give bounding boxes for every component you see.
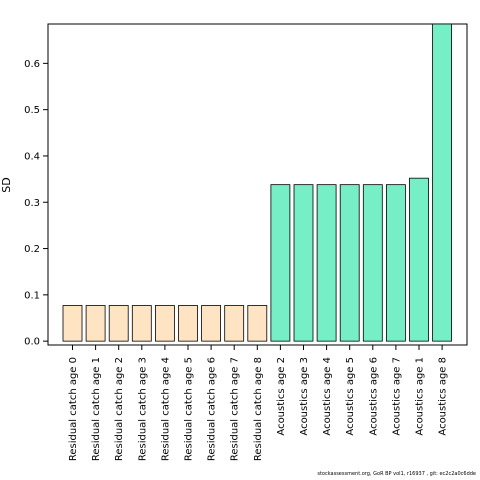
x-tick-label: Residual catch age 2: [114, 357, 125, 461]
y-tick-label: 0.1: [24, 290, 40, 301]
y-tick-label: 0.6: [24, 59, 40, 70]
x-tick-label: Acoustics age 5: [345, 357, 356, 436]
bar-1: [62, 305, 83, 342]
bar-12: [316, 184, 337, 342]
bar-16: [409, 177, 429, 342]
bar-9: [247, 305, 268, 342]
x-tick-label: Residual catch age 0: [68, 357, 79, 461]
bar-7: [201, 305, 222, 342]
y-axis-title: SD: [0, 177, 13, 192]
y-tick-label: 0.2: [24, 244, 40, 255]
bar-4: [131, 305, 152, 342]
x-tick-label: Residual catch age 7: [230, 357, 241, 461]
x-tick-label: Residual catch age 3: [137, 357, 148, 461]
bar-13: [339, 184, 360, 342]
x-tick-label: Acoustics age 6: [368, 357, 379, 436]
bar-17: [432, 23, 453, 342]
bar-11: [293, 184, 314, 342]
x-tick-label: Acoustics age 8: [438, 357, 449, 436]
bar-6: [178, 305, 198, 342]
bar-15: [385, 184, 406, 342]
y-axis: 0.0 0.1 0.2 0.3 0.4 0.5 0.6: [24, 59, 48, 348]
x-tick-label: Residual catch age 5: [184, 357, 195, 461]
bar-10: [270, 184, 291, 342]
x-tick-label: Acoustics age 2: [276, 357, 287, 436]
x-tick-label: Acoustics age 7: [391, 357, 402, 436]
bar-8: [224, 305, 245, 342]
y-tick-label: 0.3: [24, 198, 40, 209]
bar-5: [154, 305, 175, 342]
x-tick-label: Residual catch age 4: [160, 357, 171, 461]
bars: [62, 23, 453, 342]
x-tick-label: Acoustics age 4: [322, 357, 333, 436]
footer-text: stockassessment.org, GoR BP vol1, r16937…: [317, 471, 476, 477]
x-tick-label: Residual catch age 1: [91, 357, 102, 461]
x-axis-labels: Residual catch age 0 Residual catch age 1…: [68, 345, 449, 461]
y-tick-label: 0.0: [24, 337, 40, 348]
y-tick-label: 0.5: [24, 105, 40, 116]
x-tick-label: Residual catch age 6: [207, 357, 218, 461]
y-tick-label: 0.4: [24, 151, 40, 162]
bar-14: [362, 184, 383, 342]
x-tick-label: Acoustics age 1: [415, 357, 426, 436]
bar-2: [85, 305, 106, 342]
bar-3: [108, 305, 129, 342]
x-tick-label: Residual catch age 8: [253, 357, 264, 461]
x-tick-label: Acoustics age 3: [299, 357, 310, 436]
